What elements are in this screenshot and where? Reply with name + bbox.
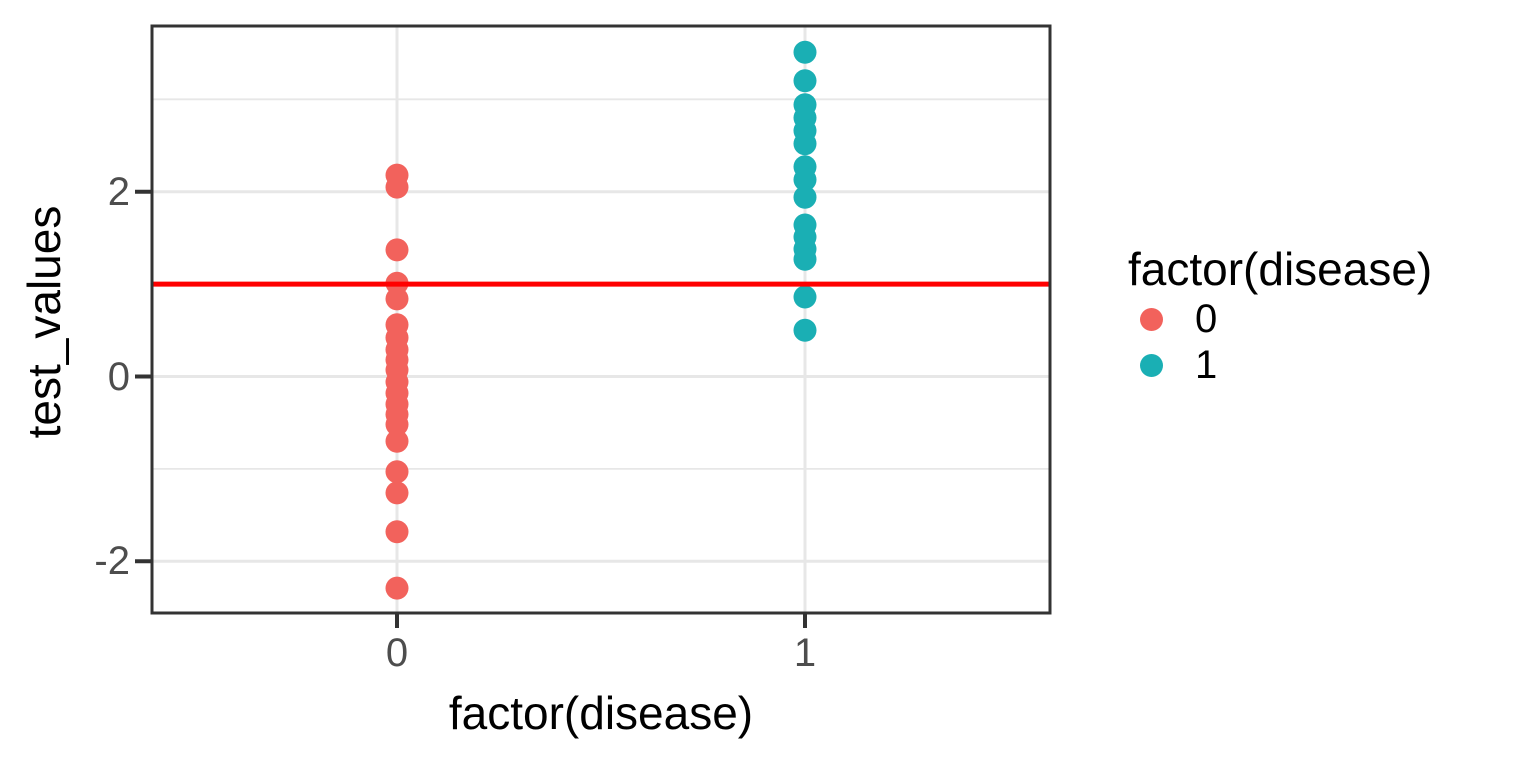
x-tick-label: 0 (385, 631, 409, 675)
data-point (793, 40, 817, 64)
data-point (385, 576, 409, 600)
scatter-plot (135, 24, 1052, 628)
data-point (793, 168, 817, 192)
chart-area: -2 0 2 0 1 (60, 16, 1060, 674)
data-point (385, 287, 409, 311)
y-tick-label: 0 (107, 354, 130, 399)
data-point (385, 520, 409, 544)
data-point (793, 318, 817, 342)
x-tick-label: 1 (793, 631, 817, 675)
legend-item-label: 1 (1195, 343, 1218, 387)
y-tick-label: -2 (94, 539, 130, 584)
x-axis-title: factor(disease) (448, 687, 754, 739)
legend-dot-1 (1140, 353, 1163, 377)
legend: factor(disease) 0 1 (1128, 242, 1432, 388)
y-tick-label: 2 (107, 169, 130, 214)
data-point (793, 247, 817, 271)
data-point (385, 413, 409, 436)
data-point (385, 460, 409, 484)
y-axis-title: test_values (18, 205, 70, 439)
data-point (385, 429, 409, 453)
data-point (385, 481, 409, 505)
legend-title: factor(disease) (1128, 243, 1433, 295)
data-point (385, 175, 409, 199)
data-point (793, 185, 817, 209)
legend-item: 0 (1128, 296, 1432, 342)
legend-item: 1 (1128, 342, 1432, 388)
legend-dot-0 (1140, 307, 1163, 331)
data-point (385, 238, 409, 262)
data-point (793, 285, 817, 309)
data-point (793, 132, 817, 156)
data-point (793, 69, 817, 93)
panel-border (150, 24, 1052, 615)
legend-item-label: 0 (1195, 297, 1218, 341)
